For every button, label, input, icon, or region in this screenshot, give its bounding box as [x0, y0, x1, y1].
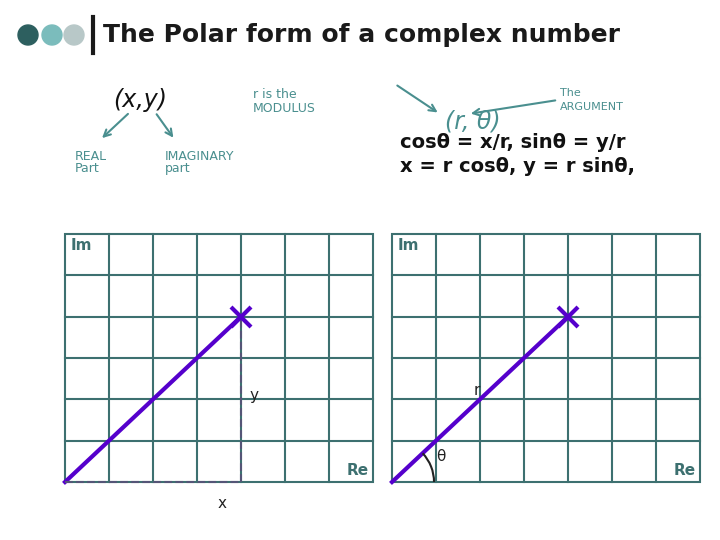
Text: The: The [560, 88, 581, 98]
Text: x: x [218, 496, 227, 511]
Text: Re: Re [347, 463, 369, 478]
Bar [65, 234, 373, 482]
Text: REAL: REAL [75, 150, 107, 163]
Text: Im: Im [398, 238, 420, 253]
Text: x = r cosθ, y = r sinθ,: x = r cosθ, y = r sinθ, [400, 157, 635, 176]
Text: The Polar form of a complex number: The Polar form of a complex number [103, 23, 620, 47]
Text: y: y [249, 388, 258, 403]
Bar [392, 234, 700, 482]
Text: Im: Im [71, 238, 92, 253]
Text: part: part [165, 162, 191, 175]
Text: IMAGINARY: IMAGINARY [165, 150, 235, 163]
Text: (x,y): (x,y) [113, 88, 167, 112]
Text: MODULUS: MODULUS [253, 103, 316, 116]
Text: cosθ = x/r, sinθ = y/r: cosθ = x/r, sinθ = y/r [400, 132, 626, 152]
Text: ARGUMENT: ARGUMENT [560, 102, 624, 112]
Text: Re: Re [674, 463, 696, 478]
Text: θ: θ [436, 449, 446, 464]
Text: r is the: r is the [253, 89, 297, 102]
Text: (r, θ): (r, θ) [445, 110, 500, 134]
Text: Part: Part [75, 162, 100, 175]
Text: r: r [474, 383, 480, 398]
Circle shape [18, 25, 38, 45]
Circle shape [42, 25, 62, 45]
Circle shape [64, 25, 84, 45]
